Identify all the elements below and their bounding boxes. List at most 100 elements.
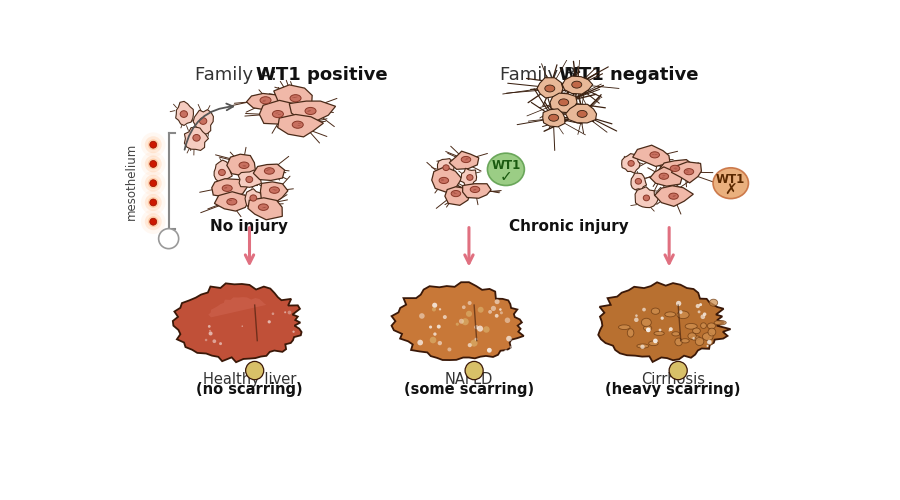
Text: WT1 positive: WT1 positive (256, 66, 387, 84)
Circle shape (145, 156, 162, 172)
Circle shape (640, 344, 644, 349)
Ellipse shape (637, 344, 649, 348)
Circle shape (141, 190, 166, 215)
Polygon shape (463, 184, 491, 198)
Polygon shape (392, 282, 524, 360)
Ellipse shape (654, 332, 664, 336)
Text: mesothelium: mesothelium (125, 142, 139, 220)
Ellipse shape (443, 165, 449, 170)
Circle shape (495, 314, 499, 318)
Circle shape (474, 338, 478, 340)
Circle shape (158, 228, 179, 248)
Polygon shape (622, 154, 640, 173)
Polygon shape (212, 178, 248, 198)
Polygon shape (437, 158, 455, 176)
Ellipse shape (700, 323, 706, 328)
Ellipse shape (650, 152, 660, 158)
Circle shape (145, 136, 162, 153)
Polygon shape (184, 127, 209, 150)
Circle shape (487, 348, 491, 352)
Circle shape (703, 312, 706, 316)
Circle shape (212, 340, 216, 343)
Ellipse shape (250, 195, 256, 201)
Circle shape (509, 346, 513, 349)
Polygon shape (176, 102, 194, 126)
Circle shape (148, 178, 158, 188)
Circle shape (436, 324, 441, 328)
Text: NAFLD: NAFLD (445, 372, 493, 387)
Polygon shape (238, 170, 261, 188)
Circle shape (145, 213, 162, 230)
Circle shape (491, 306, 496, 311)
Ellipse shape (239, 162, 249, 168)
Circle shape (149, 160, 157, 168)
Circle shape (148, 158, 158, 170)
Circle shape (455, 322, 459, 326)
Text: (heavy scarring): (heavy scarring) (605, 382, 741, 397)
Ellipse shape (269, 187, 279, 194)
Polygon shape (248, 198, 283, 220)
Ellipse shape (684, 168, 694, 175)
Circle shape (698, 310, 700, 314)
Circle shape (150, 142, 157, 148)
Ellipse shape (649, 341, 658, 345)
Ellipse shape (290, 94, 302, 102)
Circle shape (141, 132, 166, 157)
Circle shape (292, 330, 294, 333)
Ellipse shape (677, 311, 689, 318)
Ellipse shape (709, 299, 717, 306)
Circle shape (700, 314, 706, 319)
Ellipse shape (652, 308, 660, 314)
Polygon shape (633, 145, 670, 167)
Text: Cirrhosis: Cirrhosis (641, 372, 705, 387)
Text: No injury: No injury (211, 218, 289, 234)
Ellipse shape (713, 168, 749, 198)
Polygon shape (289, 101, 336, 120)
Circle shape (418, 340, 423, 345)
Ellipse shape (260, 96, 271, 104)
Polygon shape (227, 154, 256, 176)
Ellipse shape (258, 204, 268, 210)
Ellipse shape (488, 153, 525, 186)
Circle shape (209, 332, 212, 336)
Circle shape (219, 342, 222, 345)
Circle shape (495, 299, 500, 304)
Circle shape (148, 197, 158, 208)
Text: WT1 negative: WT1 negative (559, 66, 698, 84)
Ellipse shape (273, 110, 284, 117)
Circle shape (439, 308, 441, 310)
Circle shape (149, 199, 157, 206)
Circle shape (669, 330, 670, 332)
Ellipse shape (675, 338, 682, 346)
Ellipse shape (642, 318, 652, 326)
Circle shape (433, 332, 436, 336)
Circle shape (150, 180, 157, 186)
Circle shape (506, 336, 512, 342)
Circle shape (510, 298, 515, 302)
Ellipse shape (707, 323, 716, 329)
Circle shape (478, 307, 483, 312)
Circle shape (272, 312, 274, 315)
Circle shape (241, 326, 243, 327)
Circle shape (150, 200, 157, 205)
Circle shape (659, 328, 662, 332)
Circle shape (208, 325, 211, 328)
Circle shape (692, 337, 695, 340)
Ellipse shape (669, 193, 679, 199)
Ellipse shape (708, 328, 716, 336)
Ellipse shape (544, 85, 554, 92)
Circle shape (661, 316, 664, 320)
Circle shape (432, 302, 437, 308)
Circle shape (468, 343, 472, 347)
Circle shape (504, 350, 508, 354)
Circle shape (483, 326, 490, 332)
Ellipse shape (707, 337, 713, 345)
Polygon shape (247, 94, 283, 110)
Ellipse shape (439, 178, 448, 184)
Circle shape (141, 152, 166, 176)
Ellipse shape (644, 326, 652, 330)
FancyArrowPatch shape (184, 104, 233, 150)
Ellipse shape (644, 195, 650, 201)
Circle shape (149, 218, 157, 225)
Circle shape (267, 320, 271, 324)
